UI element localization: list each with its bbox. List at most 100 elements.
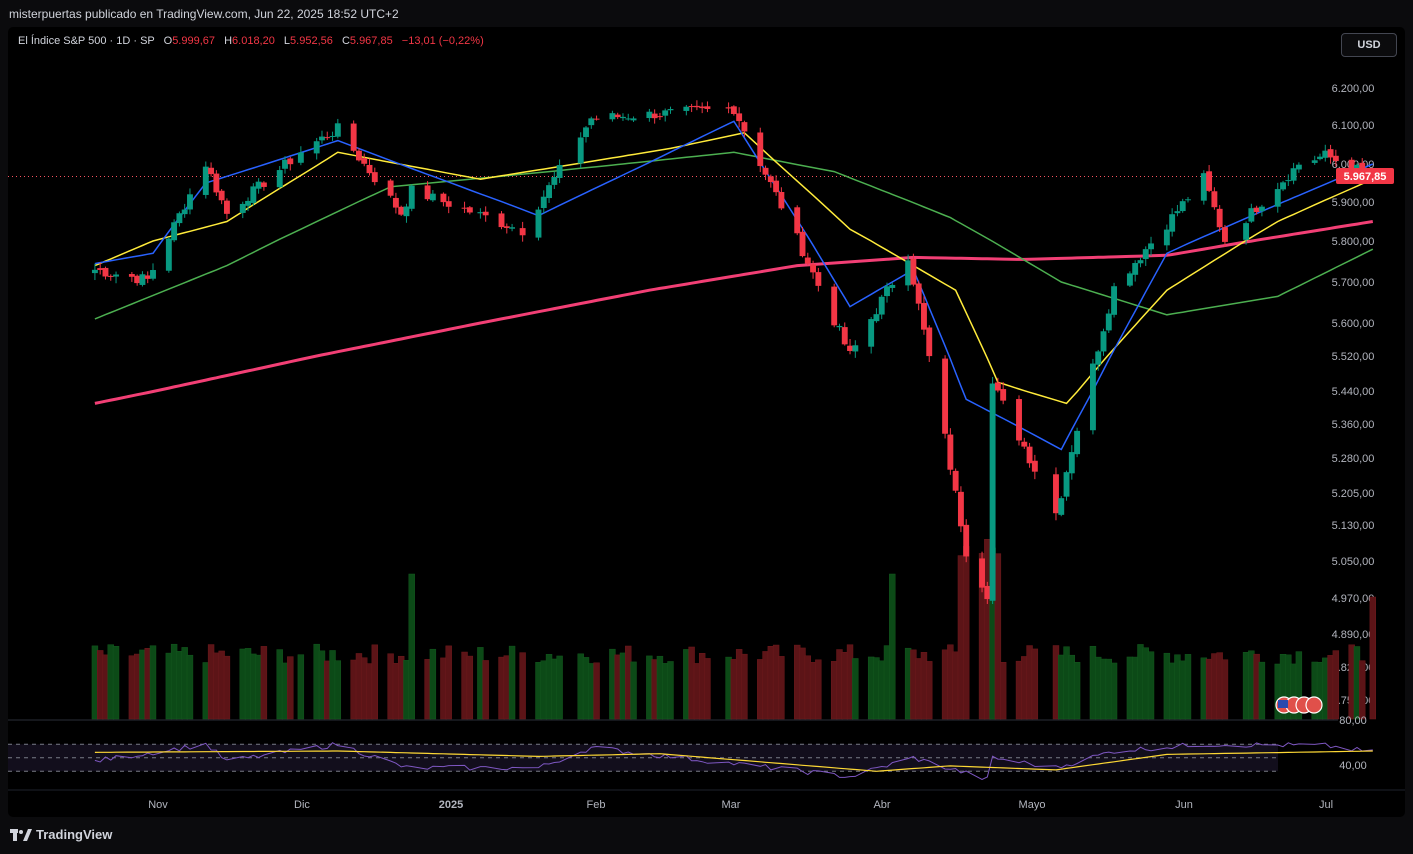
candle-body — [1311, 160, 1318, 163]
volume-bar — [477, 647, 484, 720]
last-price-badge: 5.967,85 — [1336, 168, 1394, 184]
candle-body — [329, 135, 336, 137]
currency-button[interactable]: USD — [1341, 33, 1397, 57]
candle-body — [239, 203, 246, 213]
volume-bar — [170, 643, 178, 720]
candle-body — [1169, 214, 1176, 232]
tradingview-brand[interactable]: TradingView — [10, 827, 112, 842]
candle — [1142, 246, 1149, 266]
candle — [398, 205, 405, 216]
candle-body — [218, 190, 225, 201]
volume-bar — [1253, 653, 1260, 720]
candle — [139, 271, 146, 287]
volume-bar — [688, 646, 695, 720]
candle — [319, 130, 325, 144]
volume-bar — [767, 646, 775, 720]
volume-bar — [957, 555, 965, 720]
candle — [287, 156, 294, 171]
candle-body — [693, 105, 700, 108]
candle-body — [810, 264, 817, 273]
volume-bar — [646, 655, 653, 720]
candle — [989, 377, 996, 604]
candle — [461, 201, 468, 214]
candle-body — [1327, 149, 1334, 158]
volume-bar — [1242, 652, 1250, 720]
price-tick-label: 6.100,00 — [1332, 120, 1375, 132]
candle-body — [699, 106, 706, 109]
candle-body — [509, 227, 516, 229]
candle — [371, 167, 378, 186]
volume-bar — [91, 645, 99, 720]
candle-body — [1317, 156, 1323, 160]
candle — [878, 294, 885, 320]
volume-bar — [482, 660, 489, 720]
volume-bar — [1332, 650, 1340, 720]
chart-panel[interactable]: 6.200,006.100,006.000,005.900,005.800,00… — [8, 27, 1405, 817]
candle-body — [1031, 460, 1038, 472]
candle-body — [952, 470, 959, 491]
volume-bar — [1026, 645, 1033, 720]
candle — [588, 116, 595, 129]
candle-body — [1354, 164, 1360, 170]
candle — [276, 166, 283, 189]
chart-svg[interactable]: 6.200,006.100,006.000,005.900,005.800,00… — [8, 27, 1405, 817]
candle-body — [366, 164, 373, 174]
volume-bar — [250, 653, 257, 720]
candle-body — [429, 193, 436, 201]
candle — [1317, 153, 1323, 161]
volume-bar — [809, 662, 817, 720]
brand-label: TradingView — [36, 827, 113, 842]
price-tick-label: 5.900,00 — [1332, 197, 1375, 209]
candle-body — [1026, 446, 1033, 464]
volume-bar — [281, 662, 289, 720]
candle-body — [625, 118, 632, 120]
volume-bar — [883, 645, 891, 720]
candle — [1026, 442, 1033, 468]
candle — [1216, 205, 1223, 232]
candle-body — [297, 152, 304, 163]
candle-body — [556, 165, 563, 178]
volume-bar — [852, 658, 859, 720]
volume-bar — [313, 643, 320, 720]
candle-body — [688, 106, 695, 108]
moving-average-line — [94, 220, 1374, 405]
candle — [921, 296, 927, 335]
candle-body — [551, 177, 558, 185]
candle — [97, 262, 104, 275]
candle-body — [651, 113, 658, 119]
candle-body — [704, 106, 711, 109]
candle-body — [957, 491, 964, 527]
volume-bar — [440, 657, 447, 720]
candle-body — [498, 213, 505, 228]
candle-body — [804, 257, 811, 264]
volume-bar — [1184, 654, 1192, 720]
candle — [551, 171, 558, 190]
candle — [868, 317, 875, 354]
candle-body — [287, 158, 294, 165]
candle — [477, 208, 484, 219]
volume-bar — [545, 654, 553, 720]
open-value: 5.999,67 — [172, 35, 216, 47]
volume-bar — [878, 660, 885, 720]
volume-bar — [1221, 659, 1229, 720]
price-tick-label: 5.800,00 — [1332, 236, 1375, 248]
volume-bar — [984, 539, 991, 720]
volume-bar — [408, 573, 415, 720]
event-flag-icon — [1305, 696, 1323, 714]
volume-bar — [915, 658, 922, 720]
candle-body — [1348, 159, 1355, 172]
candle-body — [609, 113, 616, 120]
candle-body — [889, 284, 896, 288]
rsi-ma-line — [94, 750, 1373, 772]
volume-bar — [804, 655, 811, 720]
candle-body — [762, 167, 769, 175]
price-axis: 6.200,006.100,006.000,005.900,005.800,00… — [1332, 83, 1375, 707]
candle — [250, 183, 257, 206]
candle — [355, 148, 362, 162]
volume-bar — [1031, 648, 1039, 720]
volume-bar — [630, 661, 637, 720]
candle-body — [593, 118, 600, 120]
volume-bar — [947, 644, 954, 720]
candle-body — [583, 127, 589, 138]
candle — [1322, 144, 1329, 162]
